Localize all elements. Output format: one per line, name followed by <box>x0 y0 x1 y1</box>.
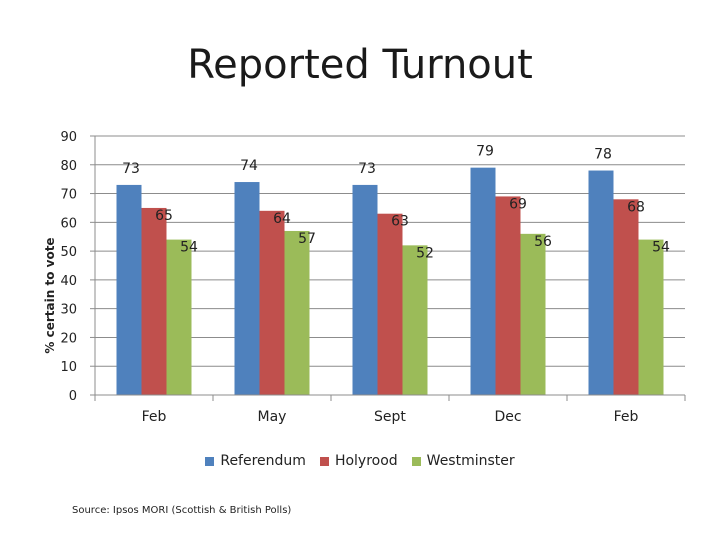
data-label-holyrood-1: 64 <box>273 211 291 227</box>
data-label-referendum-3: 79 <box>476 144 494 160</box>
bar-westminster-3 <box>520 233 546 395</box>
legend-item-referendum: Referendum <box>205 453 306 469</box>
data-label-holyrood-4: 68 <box>627 199 645 215</box>
bar-referendum-3 <box>470 167 496 395</box>
axes: 0 10 20 30 40 50 60 70 80 90 % certain to vote Feb M… <box>43 130 686 425</box>
y-tick-label-20: 20 <box>60 331 77 346</box>
source-note: Source: Ipsos MORI (Scottish & British P… <box>72 505 292 516</box>
data-label-westminster-1: 57 <box>298 231 316 247</box>
y-tick-label-50: 50 <box>60 245 77 260</box>
y-axis-title: % certain to vote <box>43 237 57 353</box>
legend-label-westminster: Westminster <box>426 453 515 469</box>
y-tick-label-90: 90 <box>60 130 77 145</box>
bar-referendum-4 <box>588 170 614 395</box>
y-tick-label-70: 70 <box>60 188 77 203</box>
x-tick-label-0: Feb <box>142 409 167 425</box>
legend-label-holyrood: Holyrood <box>334 453 398 469</box>
legend: Referendum Holyrood Westminster <box>0 453 720 469</box>
bars <box>116 167 664 395</box>
bar-westminster-2 <box>402 245 428 395</box>
y-tick-label-40: 40 <box>60 274 77 289</box>
legend-swatch-referendum <box>205 456 215 466</box>
data-label-holyrood-2: 63 <box>391 214 409 230</box>
bar-holyrood-1 <box>259 210 285 395</box>
data-label-westminster-3: 56 <box>534 234 552 250</box>
x-tick-label-3: Dec <box>494 409 521 425</box>
y-tick-label-10: 10 <box>60 360 77 375</box>
x-tick-label-2: Sept <box>374 409 406 425</box>
bar-referendum-0 <box>116 184 142 395</box>
data-label-holyrood-3: 69 <box>509 196 527 212</box>
bar-westminster-4 <box>638 239 664 395</box>
data-label-referendum-0: 73 <box>122 161 140 177</box>
x-tick-label-1: May <box>258 409 287 425</box>
bar-chart: 0 10 20 30 40 50 60 70 80 90 % certain to vote Feb M… <box>43 130 686 425</box>
legend-item-westminster: Westminster <box>411 453 515 469</box>
legend-swatch-holyrood <box>319 456 329 466</box>
chart-title: Reported Turnout <box>187 42 533 88</box>
bar-westminster-0 <box>166 239 192 395</box>
bar-holyrood-4 <box>613 199 639 395</box>
x-tick-label-4: Feb <box>614 409 639 425</box>
bar-holyrood-0 <box>141 207 167 395</box>
legend-item-holyrood: Holyrood <box>319 453 398 469</box>
bar-holyrood-2 <box>377 213 403 395</box>
y-tick-label-80: 80 <box>60 159 77 174</box>
data-label-referendum-1: 74 <box>240 158 258 174</box>
bar-holyrood-3 <box>495 196 521 395</box>
y-tick-label-30: 30 <box>60 303 77 318</box>
data-label-westminster-2: 52 <box>416 245 434 261</box>
data-label-westminster-4: 54 <box>652 240 670 256</box>
data-label-referendum-2: 73 <box>358 161 376 177</box>
labels: 73 65 54 74 64 57 73 63 52 79 69 56 78 68 54 <box>122 144 670 262</box>
bar-referendum-2 <box>352 184 378 395</box>
bar-westminster-1 <box>284 230 310 395</box>
data-label-westminster-0: 54 <box>180 240 198 256</box>
data-label-holyrood-0: 65 <box>155 208 173 224</box>
bar-referendum-1 <box>234 182 260 395</box>
data-label-referendum-4: 78 <box>594 147 612 163</box>
legend-swatch-westminster <box>411 456 421 466</box>
y-tick-label-60: 60 <box>60 216 77 231</box>
legend-label-referendum: Referendum <box>220 453 306 469</box>
y-tick-label-0: 0 <box>69 389 77 404</box>
